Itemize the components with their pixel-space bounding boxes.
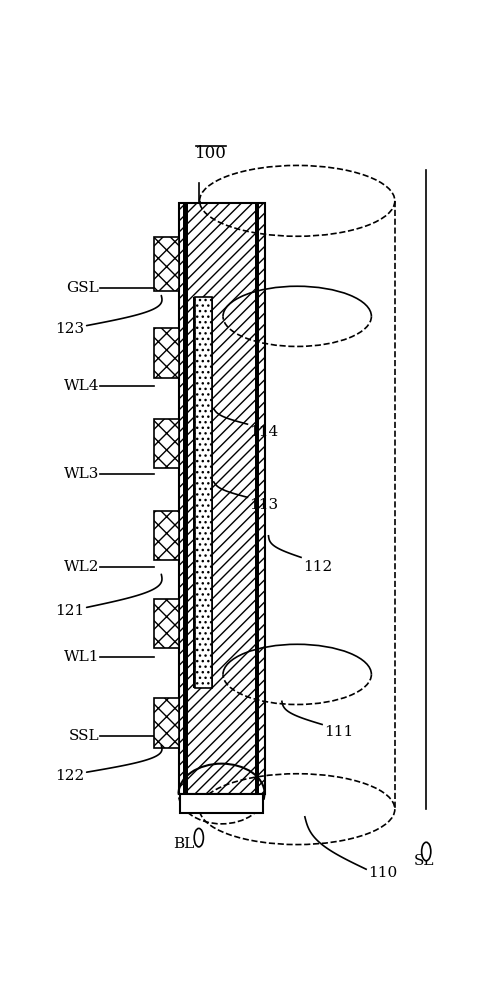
Text: 114: 114 xyxy=(249,425,279,439)
Bar xyxy=(178,203,265,794)
Bar xyxy=(212,297,213,688)
Bar xyxy=(154,237,178,291)
Text: 111: 111 xyxy=(324,725,353,739)
Text: 100: 100 xyxy=(195,145,227,162)
Text: 113: 113 xyxy=(249,498,279,512)
Bar xyxy=(180,794,263,813)
Text: WL3: WL3 xyxy=(64,467,99,481)
Circle shape xyxy=(421,842,431,861)
Text: GSL: GSL xyxy=(67,281,99,295)
Text: 121: 121 xyxy=(55,604,85,618)
Text: BL: BL xyxy=(173,837,195,851)
Bar xyxy=(183,203,188,794)
Bar xyxy=(255,203,259,794)
Text: WL2: WL2 xyxy=(64,560,99,574)
Text: WL1: WL1 xyxy=(64,650,99,664)
Bar xyxy=(154,511,178,560)
Bar xyxy=(195,297,212,688)
Text: 123: 123 xyxy=(56,322,85,336)
Text: SL: SL xyxy=(414,854,435,868)
Bar xyxy=(154,698,178,748)
Bar xyxy=(193,297,195,688)
Text: SSL: SSL xyxy=(69,729,99,743)
Text: 112: 112 xyxy=(303,560,332,574)
Bar xyxy=(154,599,178,648)
Bar xyxy=(154,419,178,468)
Text: 110: 110 xyxy=(368,866,397,880)
Text: WL4: WL4 xyxy=(64,379,99,393)
Bar xyxy=(154,328,178,378)
Text: 122: 122 xyxy=(55,769,85,783)
Circle shape xyxy=(194,828,204,847)
